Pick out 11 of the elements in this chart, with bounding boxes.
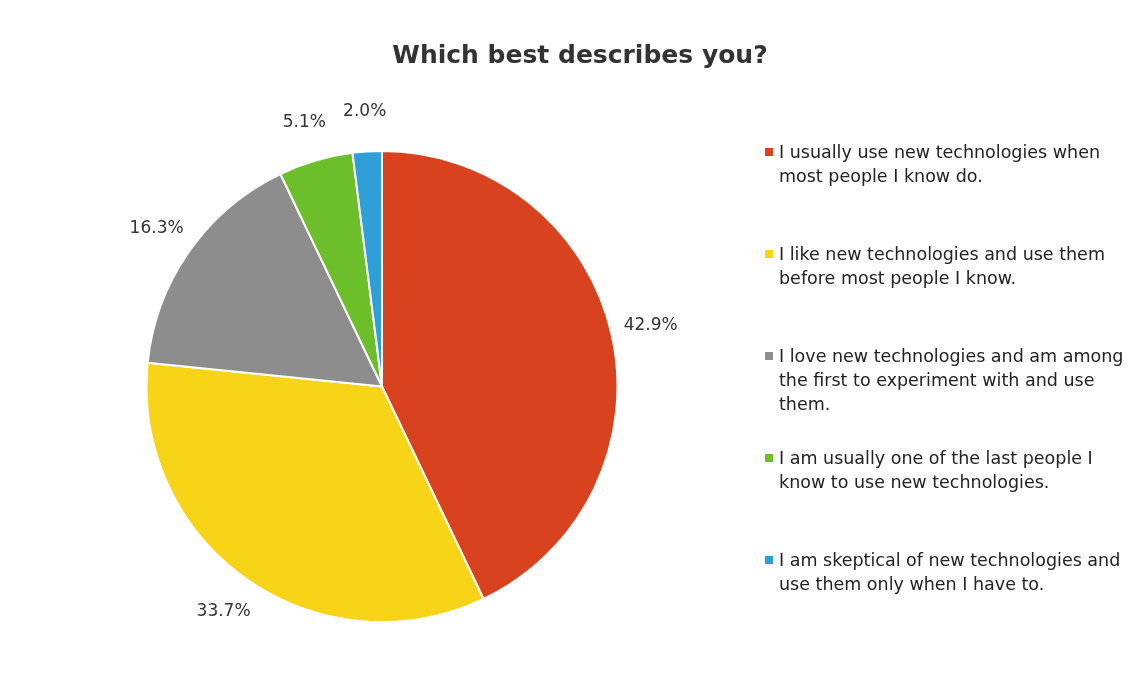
data-label: 2.0% xyxy=(343,99,387,120)
data-label: 33.7% xyxy=(196,600,251,621)
legend-label: I like new technologies and use them before most people I know. xyxy=(779,243,1106,290)
legend-label: I usually use new technologies when most people I know do. xyxy=(779,141,1102,188)
legend-label: I am skeptical of new technologies and use them only when I have to. xyxy=(779,549,1122,596)
legend-label: I am usually one of the last people I know to use new technologies. xyxy=(779,447,1094,494)
data-label: 5.1% xyxy=(282,110,326,131)
data-label: 16.3% xyxy=(129,216,184,237)
legend-label: I love new technologies and am among the first to experiment with and use them. xyxy=(779,345,1125,416)
chart-title: Which best describes you? xyxy=(391,40,769,69)
data-label: 42.9% xyxy=(623,313,678,334)
